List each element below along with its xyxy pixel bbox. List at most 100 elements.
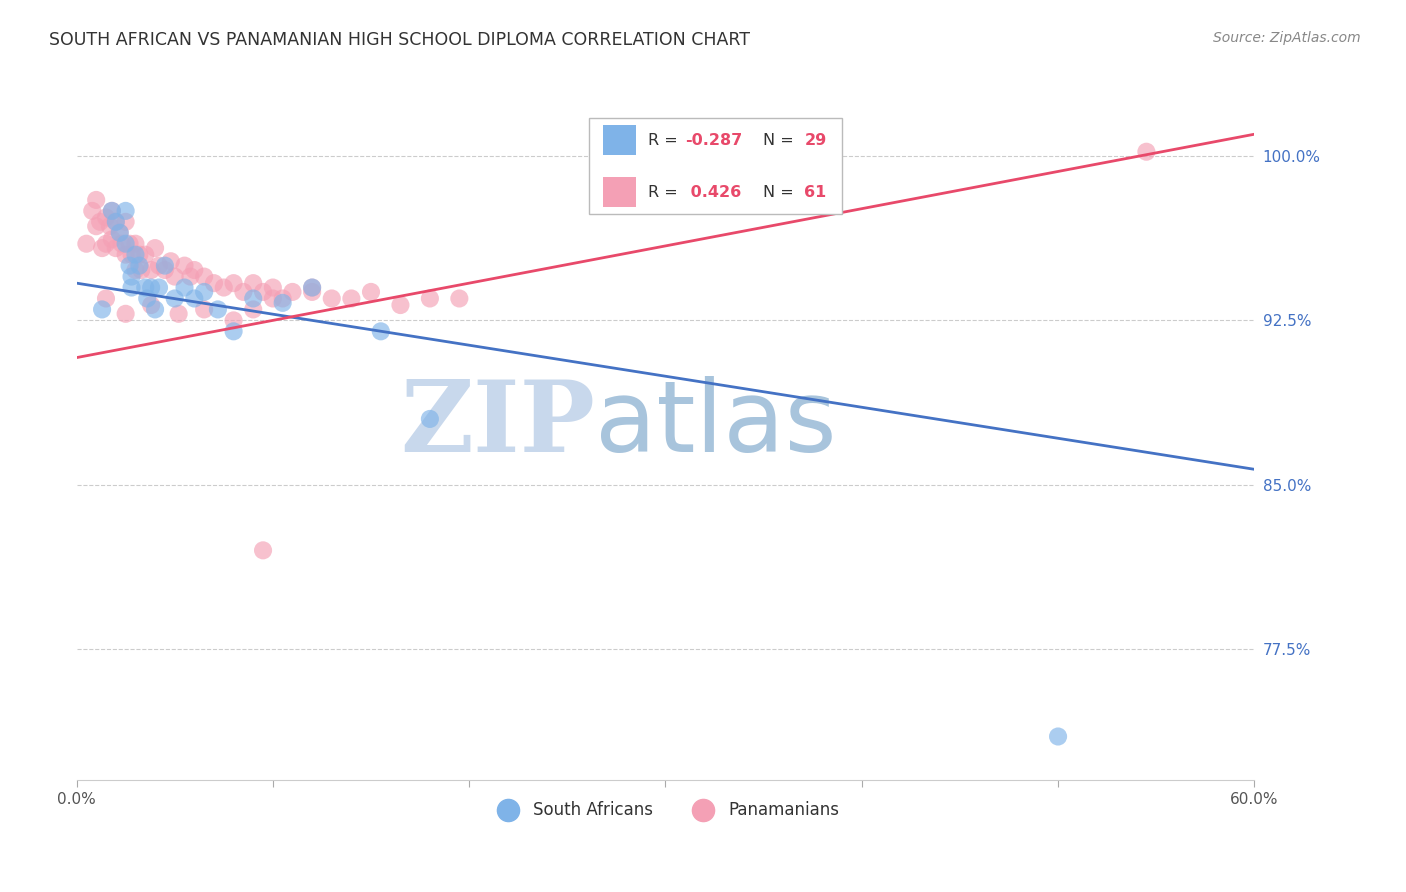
- Point: [104, 215, 127, 229]
- Text: SOUTH AFRICAN VS PANAMANIAN HIGH SCHOOL DIPLOMA CORRELATION CHART: SOUTH AFRICAN VS PANAMANIAN HIGH SCHOOL …: [49, 31, 751, 49]
- Point: [121, 269, 143, 284]
- Point: [128, 259, 150, 273]
- Text: ZIP: ZIP: [399, 376, 595, 473]
- Point: [104, 215, 127, 229]
- Point: [143, 302, 166, 317]
- Text: R =: R =: [648, 133, 683, 148]
- Point: [121, 280, 143, 294]
- Point: [193, 285, 215, 299]
- Point: [101, 203, 124, 218]
- Point: [222, 313, 245, 327]
- Point: [108, 226, 131, 240]
- Text: N =: N =: [763, 185, 799, 200]
- Point: [101, 203, 124, 218]
- Point: [124, 263, 146, 277]
- Text: atlas: atlas: [595, 376, 837, 473]
- Point: [118, 236, 141, 251]
- Point: [167, 307, 190, 321]
- Point: [179, 269, 201, 284]
- Point: [183, 263, 205, 277]
- Point: [1047, 730, 1070, 744]
- Point: [94, 236, 117, 251]
- Point: [340, 292, 363, 306]
- Point: [136, 292, 159, 306]
- Point: [301, 285, 323, 299]
- Legend: South Africans, Panamanians: South Africans, Panamanians: [485, 794, 846, 825]
- Point: [242, 292, 264, 306]
- FancyBboxPatch shape: [603, 126, 636, 155]
- FancyBboxPatch shape: [589, 119, 842, 214]
- Point: [131, 263, 153, 277]
- Point: [301, 280, 323, 294]
- Point: [153, 263, 176, 277]
- Point: [271, 296, 294, 310]
- Point: [141, 298, 163, 312]
- Point: [114, 236, 136, 251]
- Point: [98, 219, 121, 234]
- Point: [207, 302, 229, 317]
- Point: [159, 254, 181, 268]
- Point: [75, 236, 97, 251]
- Point: [360, 285, 382, 299]
- Point: [141, 263, 163, 277]
- Point: [153, 259, 176, 273]
- Point: [252, 285, 274, 299]
- Point: [148, 259, 170, 273]
- Point: [242, 302, 264, 317]
- Point: [114, 307, 136, 321]
- Point: [242, 276, 264, 290]
- Point: [271, 292, 294, 306]
- Point: [202, 276, 225, 290]
- Point: [262, 292, 284, 306]
- Point: [389, 298, 412, 312]
- Point: [173, 280, 195, 294]
- Point: [193, 269, 215, 284]
- Point: [183, 292, 205, 306]
- Text: 61: 61: [804, 185, 827, 200]
- Point: [163, 269, 186, 284]
- Point: [108, 226, 131, 240]
- Point: [232, 285, 254, 299]
- Text: R =: R =: [648, 185, 683, 200]
- Point: [82, 203, 104, 218]
- Point: [222, 324, 245, 338]
- Point: [118, 259, 141, 273]
- Text: 29: 29: [804, 133, 827, 148]
- Point: [84, 193, 107, 207]
- Point: [121, 248, 143, 262]
- Point: [419, 292, 441, 306]
- Point: [84, 219, 107, 234]
- Point: [143, 241, 166, 255]
- Point: [101, 232, 124, 246]
- Point: [370, 324, 392, 338]
- Point: [148, 280, 170, 294]
- Point: [91, 302, 114, 317]
- Point: [91, 241, 114, 255]
- Point: [114, 248, 136, 262]
- Point: [114, 215, 136, 229]
- Point: [212, 280, 235, 294]
- FancyBboxPatch shape: [603, 178, 636, 207]
- Point: [321, 292, 343, 306]
- Point: [281, 285, 304, 299]
- Point: [301, 280, 323, 294]
- Point: [193, 302, 215, 317]
- Point: [419, 412, 441, 426]
- Point: [124, 248, 146, 262]
- Point: [111, 236, 134, 251]
- Point: [89, 215, 111, 229]
- Point: [104, 241, 127, 255]
- Point: [252, 543, 274, 558]
- Point: [94, 292, 117, 306]
- Point: [94, 211, 117, 225]
- Point: [262, 280, 284, 294]
- Point: [124, 236, 146, 251]
- Point: [1135, 145, 1157, 159]
- Point: [222, 276, 245, 290]
- Point: [114, 203, 136, 218]
- Point: [141, 280, 163, 294]
- Text: -0.287: -0.287: [686, 133, 742, 148]
- Text: 0.426: 0.426: [686, 185, 742, 200]
- Point: [134, 280, 156, 294]
- Point: [134, 248, 156, 262]
